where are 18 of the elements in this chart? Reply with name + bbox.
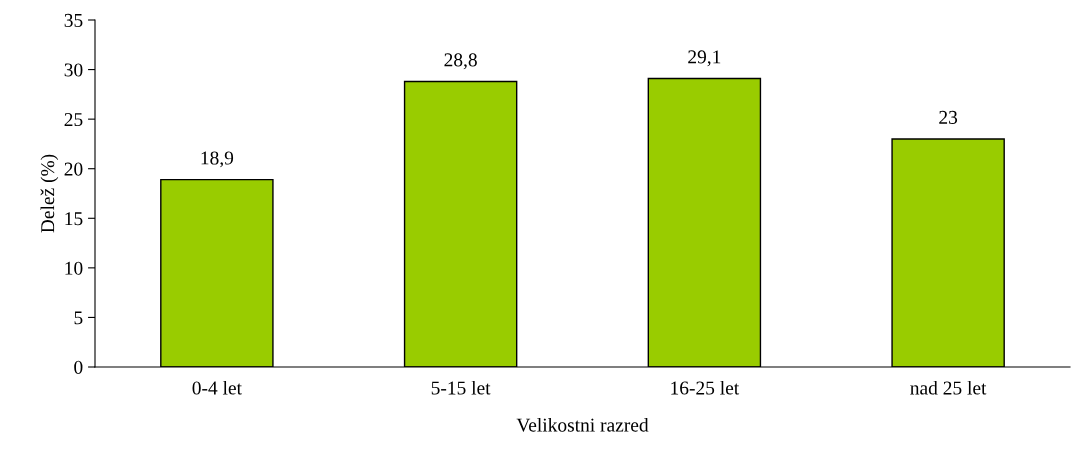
y-tick-label: 30 [64,63,83,77]
data-label: 29,1 [688,50,721,67]
y-axis-title: Delež (%) [40,154,59,233]
y-tick-label: 5 [74,311,83,325]
x-tick-label: 0-4 let [192,380,242,395]
x-axis-title: Velikostni razred [516,417,649,432]
y-tick-label: 10 [65,261,83,275]
x-tick-label: 5-15 let [431,380,491,395]
x-tick-label: nad 25 let [910,380,987,395]
data-label: 23 [939,110,958,124]
data-label: 28,8 [444,53,477,70]
data-label: 18,9 [201,151,234,168]
x-tick-label: 16-25 let [671,380,740,395]
y-tick-label: 20 [64,162,83,176]
y-tick-label: 0 [74,360,83,374]
y-tick-label: 35 [64,13,83,27]
y-tick-label: 15 [65,212,83,226]
y-tick-label: 25 [64,113,83,127]
